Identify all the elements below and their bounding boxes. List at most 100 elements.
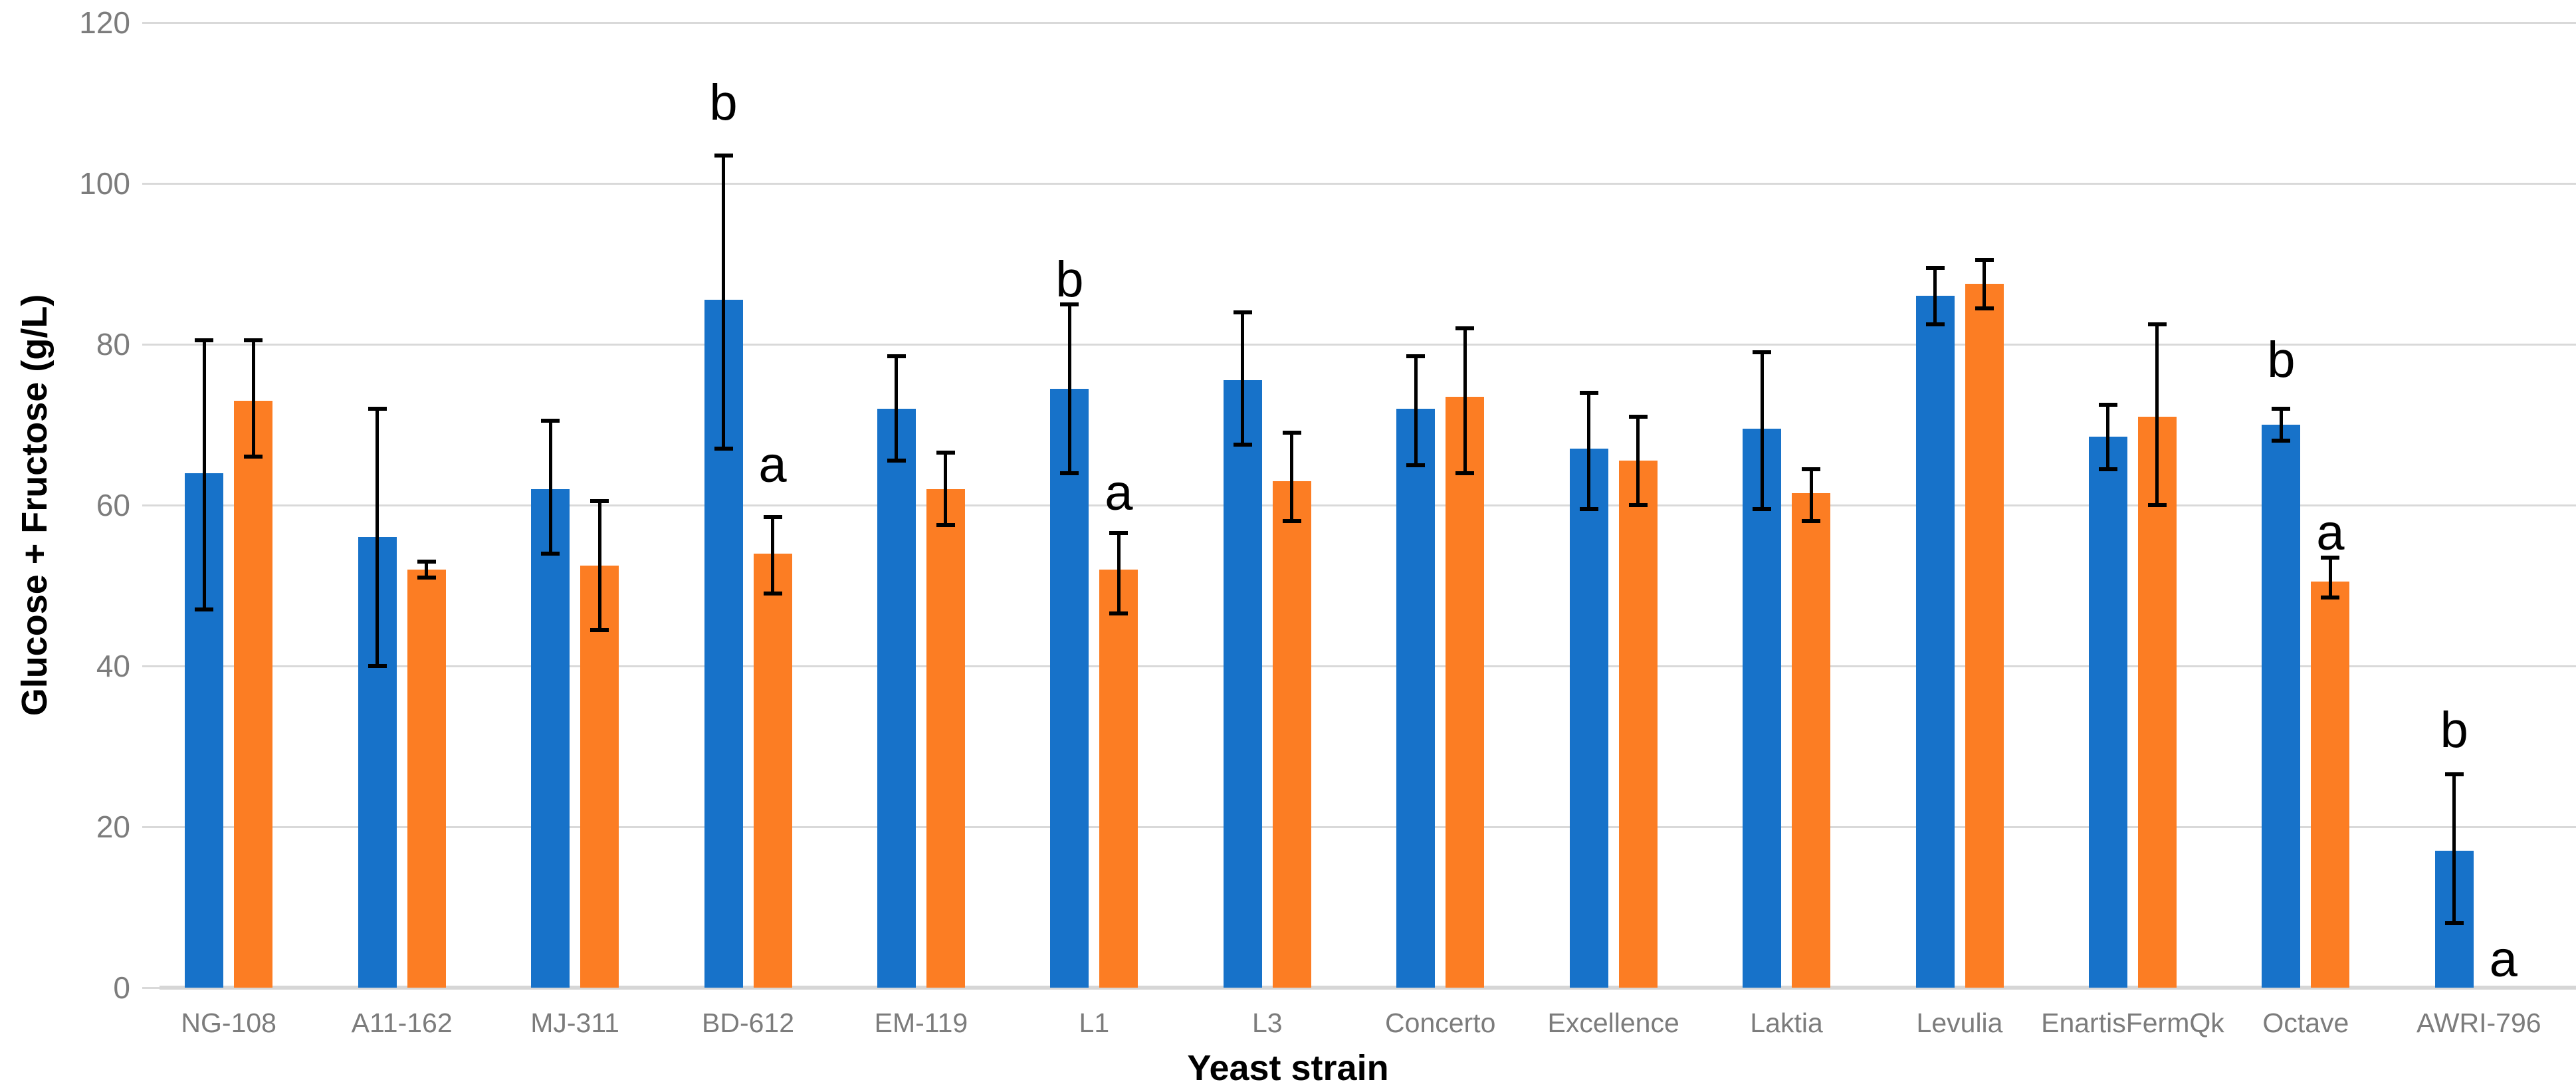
error-bar-cap-bottom (2321, 596, 2340, 600)
error-bar-cap-bottom (2444, 921, 2464, 926)
error-bar (597, 500, 601, 630)
bar-blue (2262, 425, 2301, 988)
x-axis-category-label: NG-108 (181, 1008, 276, 1038)
error-bar-cap-bottom (1282, 519, 1301, 524)
error-bar (771, 517, 774, 594)
error-bar-cap-bottom (1802, 519, 1821, 524)
error-bar-cap-bottom (714, 447, 733, 451)
error-bar-cap-bottom (1455, 471, 1475, 475)
bar-orange (1618, 461, 1658, 988)
bar-orange (2137, 416, 2177, 988)
bar-blue (1915, 296, 1955, 988)
x-axis-category-label: EnartisFermQk (2041, 1008, 2224, 1038)
bar-orange (580, 565, 619, 988)
y-axis-tick (142, 986, 160, 989)
x-axis-category-label: Laktia (1750, 1008, 1823, 1038)
error-bar (1117, 533, 1121, 614)
error-bar (1636, 416, 1640, 505)
bar-orange (1446, 396, 1485, 988)
error-bar-cap-top (1925, 266, 1945, 271)
error-bar-cap-top (2272, 406, 2291, 411)
error-bar (1587, 392, 1591, 510)
x-axis-category-label: L3 (1251, 1008, 1283, 1038)
error-bar-cap-bottom (195, 607, 214, 612)
bar-blue (531, 489, 570, 988)
error-bar-cap-top (2321, 555, 2340, 560)
x-axis-category-label: Octave (2262, 1008, 2349, 1038)
error-bar-cap-top (541, 418, 560, 423)
error-bar (425, 561, 429, 578)
error-bar-cap-bottom (887, 459, 906, 463)
x-axis-category-label: L1 (1079, 1008, 1110, 1038)
error-bar-cap-bottom (541, 551, 560, 556)
error-bar-cap-top (2147, 322, 2167, 326)
bar-blue (1569, 449, 1608, 988)
y-axis-tick-label: 40 (96, 649, 130, 683)
error-bar-cap-bottom (936, 523, 955, 528)
error-bar-cap-top (590, 498, 609, 503)
significance-letter: b (2267, 332, 2296, 389)
significance-letter: a (2489, 930, 2518, 988)
bar-orange (2311, 581, 2350, 988)
error-bar-cap-top (1282, 431, 1301, 435)
y-axis-tick (142, 825, 160, 828)
x-axis-category-label: Concerto (1385, 1008, 1496, 1038)
y-axis-tick (142, 343, 160, 346)
error-bar (2106, 404, 2110, 469)
error-bar (1933, 268, 1937, 324)
bar-orange (1272, 481, 1311, 988)
error-bar-cap-bottom (2272, 439, 2291, 443)
x-axis-category-label: Levulia (1916, 1008, 2003, 1038)
bar-blue (877, 408, 916, 988)
bar-orange (753, 553, 792, 988)
error-bar (2155, 324, 2159, 505)
x-axis-category-label: AWRI-796 (2416, 1008, 2541, 1038)
error-bar-cap-bottom (1579, 507, 1598, 512)
error-bar-cap-top (1579, 390, 1598, 395)
bar-orange (234, 400, 273, 988)
bar-blue (1743, 429, 1782, 988)
error-bar (1241, 312, 1245, 445)
error-bar-cap-top (195, 338, 214, 342)
bar-orange (926, 489, 965, 988)
bar-orange (1792, 492, 1831, 988)
error-bar (944, 453, 948, 526)
y-axis-tick-label: 20 (96, 810, 130, 844)
error-bar-cap-bottom (590, 627, 609, 632)
error-bar-cap-top (1109, 531, 1128, 536)
y-axis-tick-label: 60 (96, 488, 130, 522)
error-bar (2452, 774, 2456, 924)
gridline (160, 825, 2576, 828)
bar-blue (1396, 408, 1436, 988)
y-axis-tick (142, 21, 160, 24)
error-bar-cap-bottom (1109, 611, 1128, 616)
error-bar-cap-bottom (417, 575, 436, 580)
error-bar (548, 420, 552, 554)
y-axis-tick (142, 665, 160, 667)
error-bar-cap-bottom (1753, 507, 1772, 512)
bar-blue (2088, 437, 2127, 988)
y-axis-tick-label: 80 (96, 327, 130, 362)
bar-orange (407, 569, 446, 988)
significance-letter: a (758, 436, 787, 493)
x-axis-line (160, 986, 2576, 990)
error-bar (1760, 352, 1764, 510)
error-bar-cap-bottom (244, 455, 263, 459)
error-bar (202, 340, 206, 610)
y-axis-tick (142, 504, 160, 506)
gridline (160, 343, 2576, 346)
error-bar-cap-top (1455, 326, 1475, 330)
error-bar-cap-bottom (1975, 306, 1994, 310)
error-bar (895, 356, 899, 461)
x-axis-category-label: BD-612 (701, 1008, 795, 1038)
error-bar-cap-bottom (1233, 443, 1252, 447)
error-bar-cap-bottom (2147, 503, 2167, 507)
error-bar-cap-top (1233, 310, 1252, 314)
significance-letter: a (1105, 464, 1133, 521)
error-bar-cap-bottom (1060, 471, 1079, 475)
bar-orange (1099, 569, 1138, 988)
error-bar (1067, 304, 1071, 473)
error-bar (2328, 557, 2332, 598)
gridline (160, 21, 2576, 24)
